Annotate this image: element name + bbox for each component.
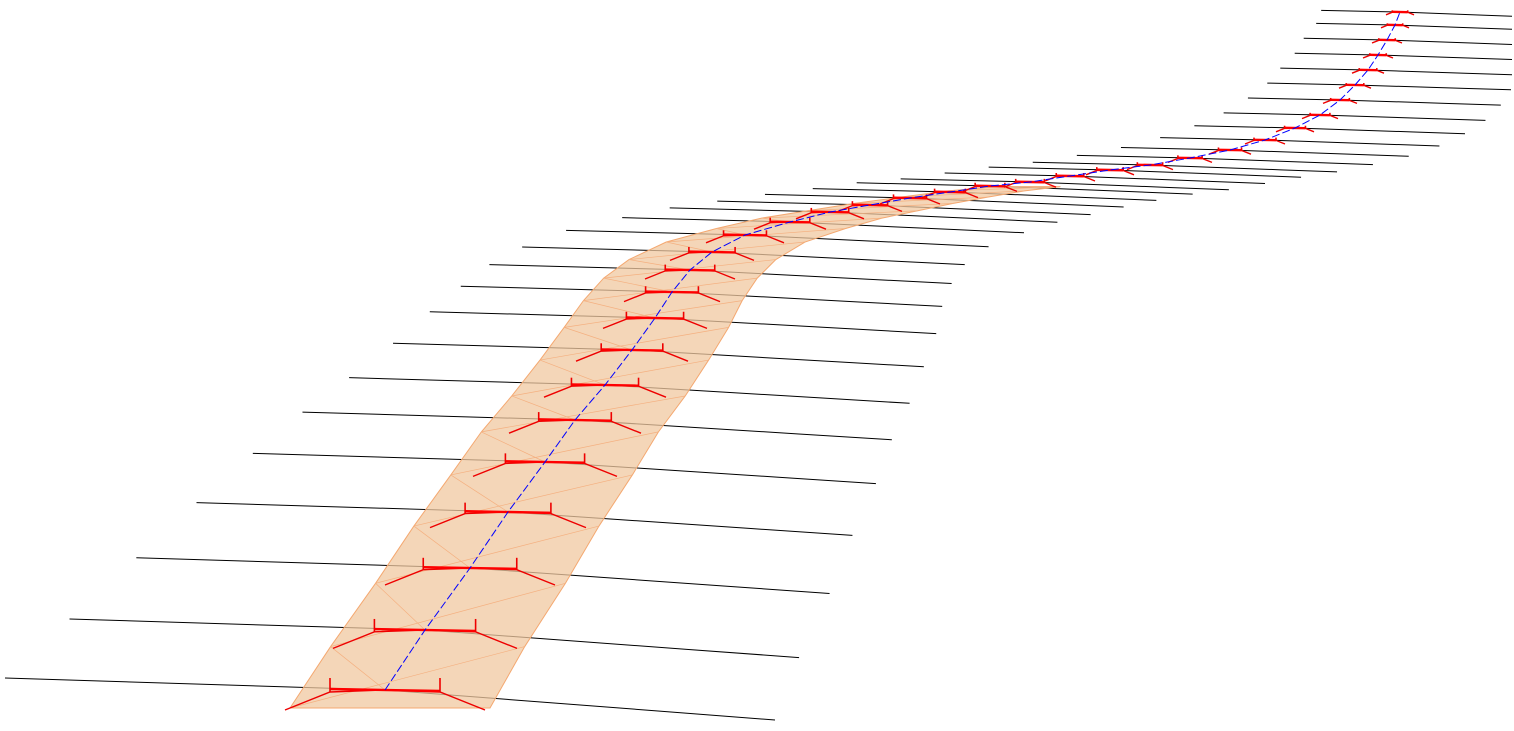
surface-edge	[330, 646, 386, 691]
surface-edge	[564, 300, 743, 328]
ground-line	[349, 377, 910, 404]
surface-edge	[628, 241, 806, 260]
surface-edge	[583, 277, 758, 301]
ground-line	[1267, 82, 1512, 91]
surface-edge	[511, 395, 576, 421]
ground-line	[856, 182, 1193, 195]
ground-line	[196, 502, 853, 536]
ground-line	[69, 618, 800, 659]
ground-line	[429, 311, 937, 335]
surface-edge	[481, 431, 546, 463]
template-top	[626, 316, 684, 320]
surface-edge	[481, 395, 686, 433]
surface-edge	[628, 259, 691, 271]
alignment	[384, 11, 1401, 691]
surface-edge	[761, 210, 918, 219]
ground-line	[1321, 9, 1513, 17]
ground-line	[393, 342, 924, 368]
ground-line	[622, 217, 1025, 234]
surface-edge	[564, 327, 633, 351]
ground-line	[460, 285, 943, 307]
centerline	[384, 11, 1401, 691]
ground-line	[566, 229, 989, 248]
template-top	[852, 203, 888, 207]
surface-edge	[807, 203, 954, 212]
surface-edge	[330, 582, 566, 647]
surface-edge	[511, 359, 709, 397]
ground-line	[988, 166, 1302, 178]
surface-edge	[583, 300, 656, 319]
surface-edge	[854, 196, 989, 204]
surface-edge	[603, 277, 673, 293]
ground-line	[717, 200, 1091, 216]
ground-line	[1194, 125, 1466, 135]
ground-line	[4, 677, 776, 721]
ground-line	[489, 264, 952, 284]
ground-line	[900, 178, 1229, 191]
ground-line	[252, 452, 876, 485]
ground-line	[1076, 154, 1373, 166]
surface-edge	[539, 359, 606, 386]
ground-line	[522, 246, 965, 266]
ground-line	[944, 172, 1266, 184]
ground-line	[1303, 37, 1513, 45]
ground-line	[1160, 137, 1440, 147]
surface-edge	[375, 583, 426, 631]
ground-line	[1280, 67, 1513, 76]
template-top	[688, 250, 736, 254]
surface-edge	[539, 327, 729, 361]
cross-sections	[4, 9, 1513, 721]
template-top	[975, 184, 1005, 188]
surface-edge	[450, 431, 659, 476]
ground-line	[669, 207, 1058, 223]
ground-line	[1316, 22, 1513, 30]
ground-line	[764, 193, 1124, 208]
ground-line	[1032, 161, 1338, 173]
ground-line	[302, 411, 892, 441]
surface-edge	[413, 525, 471, 569]
ground-line	[1223, 112, 1486, 121]
ground-line	[1247, 97, 1501, 106]
ground-line	[1120, 146, 1409, 157]
ground-line	[136, 557, 830, 594]
surface-edge	[413, 474, 633, 527]
surface-edge	[450, 474, 509, 513]
surface-edge	[289, 646, 525, 709]
ground-line	[1294, 52, 1513, 60]
ground-line	[812, 188, 1157, 201]
